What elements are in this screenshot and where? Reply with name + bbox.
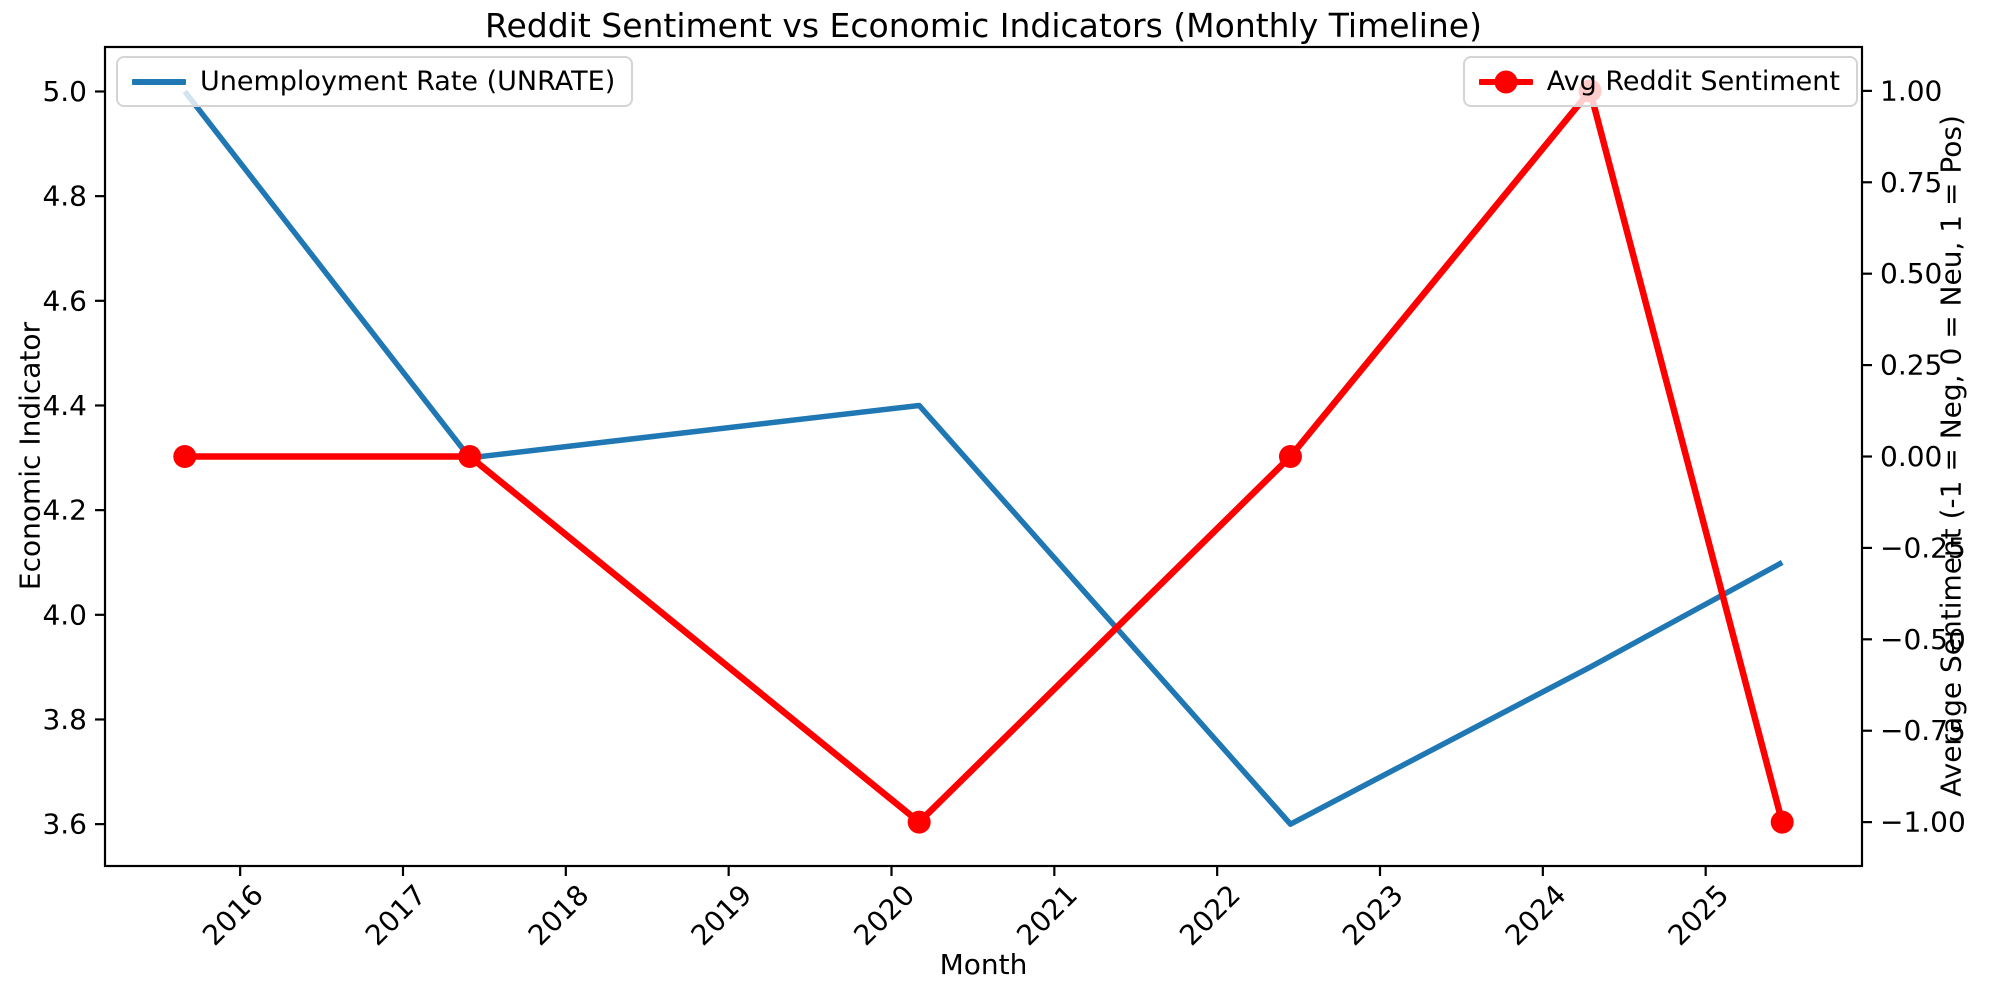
y-tick-label-left: 3.8: [42, 703, 87, 736]
y-tick-label-right: 0.25: [1880, 349, 1942, 382]
y-tick-label-left: 4.0: [42, 598, 87, 631]
avg-reddit-sentiment-marker: [1770, 810, 1794, 834]
y-tick-label-right: −1.00: [1880, 806, 1966, 839]
x-tick-label: 2025: [1662, 878, 1736, 952]
x-tick-label: 2020: [847, 878, 921, 952]
avg-reddit-sentiment-marker: [1278, 445, 1302, 468]
x-axis-label: Month: [939, 948, 1028, 981]
y-tick-label-right: 0.50: [1880, 257, 1942, 290]
unemployment-rate-unrate-line: [182, 89, 1784, 827]
y-tick-label-right: −0.75: [1880, 714, 1966, 747]
legend-label-avg-reddit-sentiment: Avg Reddit Sentiment: [1546, 66, 1840, 97]
y-tick-label-right: −0.25: [1880, 531, 1966, 564]
y-tick-label-left: 4.6: [42, 284, 87, 317]
y-tick-label-left: 3.6: [42, 808, 87, 841]
x-tick-label: 2021: [1010, 878, 1084, 952]
x-tick-label: 2016: [196, 878, 270, 952]
y-tick-label-right: 1.00: [1880, 74, 1942, 107]
x-tick-label: 2017: [359, 878, 433, 952]
legend-label-unemployment-rate: Unemployment Rate (UNRATE): [200, 66, 616, 97]
x-tick-label: 2018: [522, 878, 596, 952]
y-tick-label-left: 5.0: [42, 75, 87, 108]
x-tick-label: 2023: [1336, 878, 1410, 952]
avg-reddit-sentiment-line: [184, 87, 1786, 826]
y-tick-label-right: 0.75: [1880, 166, 1942, 199]
legend-line-marker-sample-sentiment: [1478, 70, 1533, 94]
y-tick-label-right: −0.50: [1880, 623, 1966, 656]
y-tick-label-left: 4.4: [42, 389, 87, 422]
legend-line-sample-unemployment: [132, 70, 186, 94]
avg-reddit-sentiment-marker: [173, 445, 197, 468]
legend-circle-marker-icon: [1494, 70, 1518, 93]
legend-unemployment-rate: Unemployment Rate (UNRATE): [116, 56, 634, 107]
avg-reddit-sentiment-marker: [907, 810, 931, 834]
legend-avg-reddit-sentiment: Avg Reddit Sentiment: [1462, 56, 1858, 107]
avg-reddit-sentiment-marker: [458, 445, 482, 468]
x-tick-label: 2019: [685, 878, 759, 952]
y-tick-label-left: 4.2: [42, 494, 87, 527]
y-tick-label-right: 0.00: [1880, 440, 1942, 473]
x-tick-label: 2024: [1499, 878, 1573, 952]
x-tick-label: 2022: [1173, 878, 1247, 952]
y-tick-label-left: 4.8: [42, 180, 87, 213]
chart-title: Reddit Sentiment vs Economic Indicators …: [485, 6, 1482, 45]
